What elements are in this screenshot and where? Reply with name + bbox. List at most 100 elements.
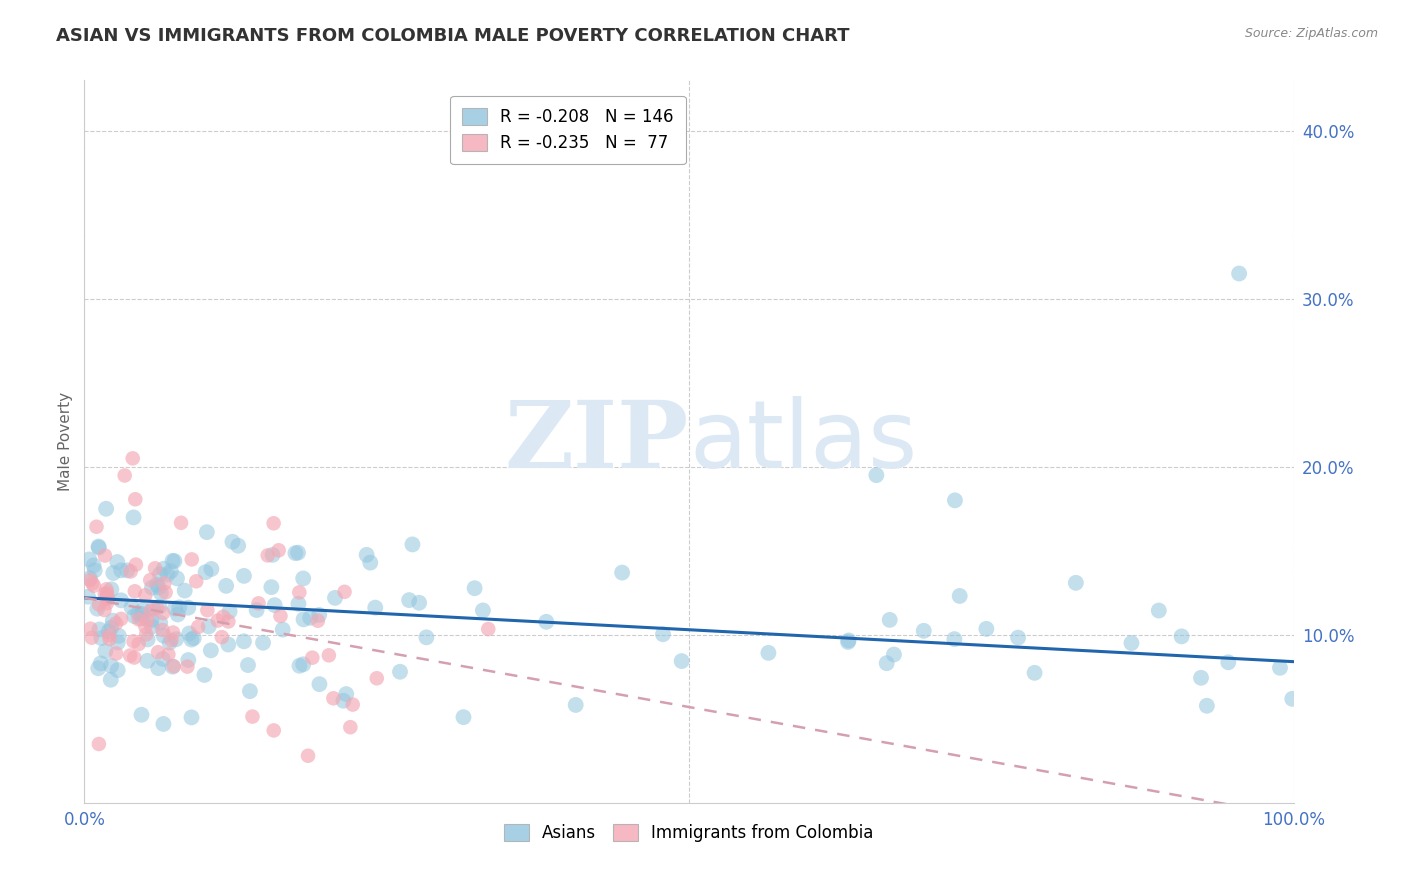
Y-axis label: Male Poverty: Male Poverty (58, 392, 73, 491)
Point (1195, 698, 1218, 713)
Point (122, 510, 145, 524)
Point (207, 614, 229, 628)
Point (1227, 267, 1250, 281)
Point (389, 665, 412, 679)
Point (87, 737, 110, 751)
Point (333, 584, 356, 599)
Point (180, 632, 202, 647)
Point (271, 623, 294, 637)
Point (464, 581, 486, 595)
Point (77, 552, 100, 566)
Point (96, 586, 118, 600)
Point (415, 631, 437, 645)
Point (232, 569, 254, 583)
Point (136, 632, 159, 647)
Point (131, 611, 153, 625)
Point (610, 566, 633, 580)
Point (217, 638, 239, 652)
Point (246, 603, 269, 617)
Point (883, 648, 905, 662)
Point (252, 636, 274, 650)
Point (477, 622, 499, 636)
Point (152, 652, 174, 666)
Point (124, 584, 146, 599)
Point (335, 687, 357, 701)
Point (976, 622, 998, 636)
Point (758, 646, 780, 660)
Point (1189, 671, 1212, 685)
Point (180, 710, 202, 724)
Point (356, 548, 378, 562)
Point (152, 629, 174, 643)
Point (87, 661, 110, 675)
Point (232, 634, 254, 648)
Point (141, 581, 163, 595)
Point (177, 653, 200, 667)
Point (173, 583, 195, 598)
Point (107, 663, 129, 677)
Point (146, 600, 169, 615)
Point (284, 546, 307, 560)
Point (287, 597, 309, 611)
Point (110, 563, 132, 577)
Point (401, 537, 423, 551)
Point (564, 698, 586, 712)
Point (143, 561, 166, 575)
Point (408, 596, 430, 610)
Point (256, 549, 278, 563)
Point (105, 616, 128, 631)
Point (131, 607, 153, 621)
Point (97, 624, 120, 639)
Point (163, 659, 186, 673)
Point (87, 541, 110, 555)
Text: Source: ZipAtlas.com: Source: ZipAtlas.com (1244, 27, 1378, 40)
Point (107, 635, 129, 649)
Point (211, 630, 233, 644)
Point (179, 626, 201, 640)
Point (1024, 665, 1046, 680)
Point (287, 546, 309, 560)
Point (131, 707, 153, 722)
Point (101, 614, 124, 628)
Point (98, 632, 121, 646)
Point (195, 603, 218, 617)
Point (263, 598, 285, 612)
Point (120, 648, 142, 663)
Point (267, 543, 290, 558)
Point (170, 516, 193, 530)
Point (398, 593, 420, 607)
Point (263, 516, 285, 531)
Point (307, 614, 329, 628)
Point (288, 658, 311, 673)
Point (121, 451, 143, 466)
Point (912, 624, 935, 638)
Point (128, 637, 150, 651)
Point (141, 619, 163, 633)
Point (292, 657, 315, 672)
Point (323, 591, 346, 605)
Point (79, 622, 101, 636)
Point (110, 612, 132, 626)
Point (943, 632, 966, 647)
Point (97, 591, 120, 606)
Point (96, 589, 118, 603)
Point (86, 601, 108, 615)
Point (949, 589, 972, 603)
Point (89, 623, 111, 637)
Point (236, 658, 259, 673)
Point (105, 555, 128, 569)
Point (139, 604, 162, 618)
Point (125, 558, 148, 572)
Point (135, 627, 157, 641)
Point (122, 650, 145, 665)
Point (322, 691, 344, 706)
Point (136, 654, 159, 668)
Point (671, 654, 693, 668)
Point (149, 615, 172, 630)
Point (122, 634, 145, 648)
Point (217, 615, 239, 629)
Point (128, 612, 150, 626)
Point (100, 673, 122, 687)
Point (879, 613, 901, 627)
Point (122, 609, 145, 624)
